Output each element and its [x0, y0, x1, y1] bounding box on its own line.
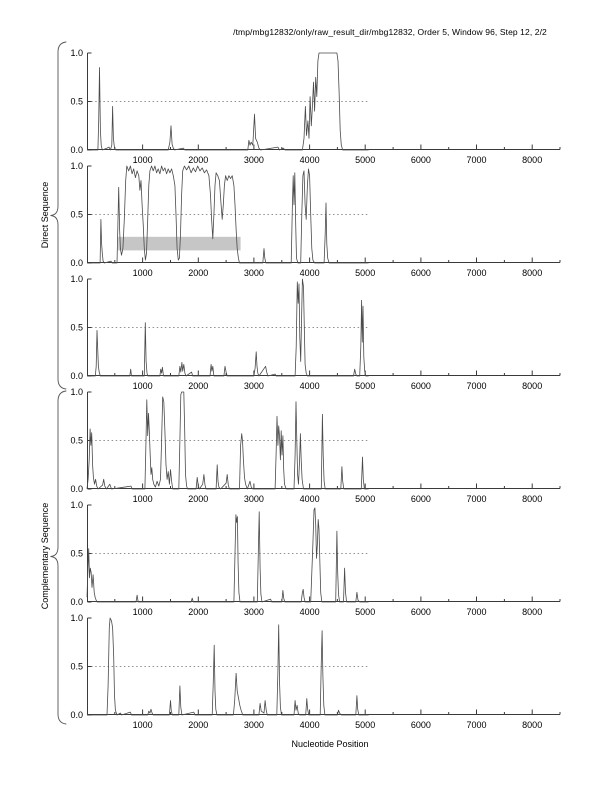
x-tick-label: 8000 [522, 155, 542, 165]
y-tick-label: 0.0 [70, 258, 83, 268]
x-tick-label: 6000 [411, 381, 431, 391]
x-tick-label: 3000 [244, 720, 264, 730]
y-tick-label: 0.5 [70, 662, 83, 672]
x-tick-label: 1000 [133, 720, 153, 730]
x-tick-label: 7000 [466, 268, 486, 278]
complementary-sequence-group-label: Complementary Sequence [40, 502, 50, 610]
sequence-curve [86, 507, 369, 603]
y-tick-label: 1.0 [70, 161, 83, 171]
complementary-3-plot: 0.0 0.5 1.0 1000 2000 3000 4000 5000 6000 7000 800… [70, 613, 561, 730]
sequence-curve [87, 278, 369, 377]
y-tick-label: 0.0 [70, 710, 83, 720]
x-tick-label: 1000 [133, 155, 153, 165]
complementary-1-plot: 0.0 0.5 1.0 1000 2000 3000 4000 5000 6000 7000 800… [70, 387, 561, 504]
x-tick-label: 4000 [300, 607, 320, 617]
sequence-curve [86, 391, 369, 490]
figure-title: /tmp/mbg12832/only/raw_result_dir/mbg128… [233, 27, 547, 37]
x-tick-label: 2000 [188, 494, 208, 504]
x-tick-label: 5000 [355, 720, 375, 730]
y-tick-label: 0.5 [70, 210, 83, 220]
x-tick-label: 8000 [522, 381, 542, 391]
x-tick-label: 4000 [300, 494, 320, 504]
y-tick-label: 0.0 [70, 371, 83, 381]
y-tick-label: 0.0 [70, 484, 83, 494]
x-tick-label: 6000 [411, 268, 431, 278]
x-tick-label: 4000 [300, 155, 320, 165]
x-tick-label: 2000 [188, 720, 208, 730]
x-tick-label: 8000 [522, 720, 542, 730]
x-tick-label: 3000 [244, 381, 264, 391]
x-tick-label: 3000 [244, 494, 264, 504]
sequence-curve [87, 617, 369, 716]
y-tick-label: 0.5 [70, 323, 83, 333]
y-tick-label: 1.0 [70, 274, 83, 284]
direct-3-plot: 0.0 0.5 1.0 1000 2000 3000 4000 5000 6000 7000 800… [70, 274, 561, 391]
x-tick-label: 3000 [244, 268, 264, 278]
x-tick-label: 5000 [355, 155, 375, 165]
x-tick-label: 5000 [355, 268, 375, 278]
x-tick-label: 1000 [133, 607, 153, 617]
x-tick-label: 1000 [133, 381, 153, 391]
x-tick-label: 8000 [522, 607, 542, 617]
panel-5: 0.0 0.5 1.0 1000 2000 3000 4000 5000 6000 7000 800… [70, 500, 561, 619]
direct-2-plot: 0.0 0.5 1.0 1000 2000 3000 4000 5000 6000 7000 800… [70, 161, 561, 278]
x-tick-label: 3000 [244, 607, 264, 617]
panel-1: 0.0 0.5 1.0 1000 2000 3000 4000 5000 6000 7000 800… [70, 48, 561, 167]
complementary-sequence-brace [50, 390, 67, 725]
x-tick-label: 1000 [133, 268, 153, 278]
x-tick-label: 4000 [300, 381, 320, 391]
sequence-curve [87, 165, 369, 264]
panel-2: 0.0 0.5 1.0 1000 2000 3000 4000 5000 6000 7000 800… [70, 161, 561, 280]
y-tick-label: 0.5 [70, 436, 83, 446]
x-axis-title: Nucleotide Position [291, 739, 369, 749]
x-tick-label: 8000 [522, 494, 542, 504]
x-tick-label: 6000 [411, 607, 431, 617]
complementary-2-plot: 0.0 0.5 1.0 1000 2000 3000 4000 5000 6000 7000 800… [70, 500, 561, 617]
panel-4: 0.0 0.5 1.0 1000 2000 3000 4000 5000 6000 7000 800… [70, 387, 561, 506]
y-tick-label: 0.0 [70, 145, 83, 155]
panel-3: 0.0 0.5 1.0 1000 2000 3000 4000 5000 6000 7000 800… [70, 274, 561, 393]
x-tick-label: 1000 [133, 494, 153, 504]
highlight-bar [118, 236, 241, 251]
x-tick-label: 5000 [355, 607, 375, 617]
x-tick-label: 7000 [466, 720, 486, 730]
y-tick-label: 0.0 [70, 597, 83, 607]
x-tick-label: 4000 [300, 268, 320, 278]
direct-sequence-brace [50, 41, 67, 390]
x-tick-label: 7000 [466, 381, 486, 391]
sequence-curve [87, 52, 369, 151]
x-tick-label: 7000 [466, 155, 486, 165]
x-tick-label: 2000 [188, 268, 208, 278]
x-tick-label: 2000 [188, 381, 208, 391]
y-tick-label: 1.0 [70, 500, 83, 510]
x-tick-label: 2000 [188, 155, 208, 165]
y-tick-label: 0.5 [70, 97, 83, 107]
y-tick-label: 1.0 [70, 387, 83, 397]
y-tick-label: 1.0 [70, 48, 83, 58]
x-tick-label: 7000 [466, 607, 486, 617]
panel-6: 0.0 0.5 1.0 1000 2000 3000 4000 5000 6000 7000 800… [70, 613, 561, 732]
x-tick-label: 5000 [355, 381, 375, 391]
x-tick-label: 4000 [300, 720, 320, 730]
x-tick-label: 5000 [355, 494, 375, 504]
x-tick-label: 6000 [411, 720, 431, 730]
direct-1-plot: 0.0 0.5 1.0 1000 2000 3000 4000 5000 6000 7000 800… [70, 48, 561, 165]
x-tick-label: 3000 [244, 155, 264, 165]
x-tick-label: 7000 [466, 494, 486, 504]
x-tick-label: 2000 [188, 607, 208, 617]
x-tick-label: 6000 [411, 494, 431, 504]
x-tick-label: 6000 [411, 155, 431, 165]
y-tick-label: 0.5 [70, 549, 83, 559]
direct-sequence-group-label: Direct Sequence [40, 181, 50, 249]
y-tick-label: 1.0 [70, 613, 83, 623]
x-tick-label: 8000 [522, 268, 542, 278]
